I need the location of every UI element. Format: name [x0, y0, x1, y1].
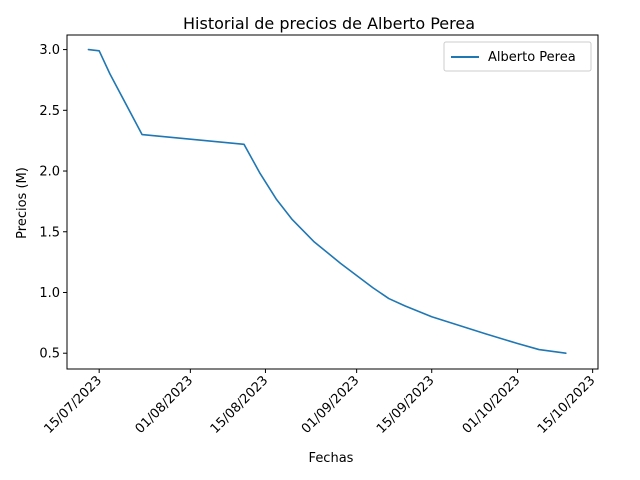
x-tick-label: 01/10/2023: [460, 373, 524, 437]
x-tick-label: 01/08/2023: [133, 373, 197, 437]
legend-box: [443, 41, 592, 72]
y-tick-label: 3.0: [39, 43, 60, 58]
series-layer: [87, 48, 567, 355]
legend: Alberto Perea: [443, 41, 592, 72]
x-axis: 15/07/2023 01/08/2023 15/08/2023 01/09/2023…: [41, 369, 598, 437]
y-axis: 0.5 1.0 1.5 2.0 2.5 3.0: [39, 43, 67, 362]
plot-frame: [66, 34, 599, 370]
y-tick-label: 1.5: [39, 225, 60, 240]
chart-title: Historial de precios de Alberto Perea: [183, 14, 475, 33]
x-axis-label: Fechas: [309, 451, 354, 466]
x-tick-label: 15/08/2023: [208, 373, 272, 437]
y-tick-label: 0.5: [39, 347, 60, 362]
y-tick-label: 2.0: [39, 165, 60, 180]
y-axis-label: Precios (M): [15, 167, 30, 239]
y-tick-label: 2.5: [39, 104, 60, 119]
x-tick-label: 15/10/2023: [535, 373, 599, 437]
x-tick-label: 15/09/2023: [374, 373, 438, 437]
x-tick-label: 15/07/2023: [41, 373, 105, 437]
y-tick-label: 1.0: [39, 286, 60, 301]
series-line: [87, 48, 567, 355]
x-tick-label: 01/09/2023: [299, 373, 363, 437]
legend-label: Alberto Perea: [488, 50, 576, 65]
